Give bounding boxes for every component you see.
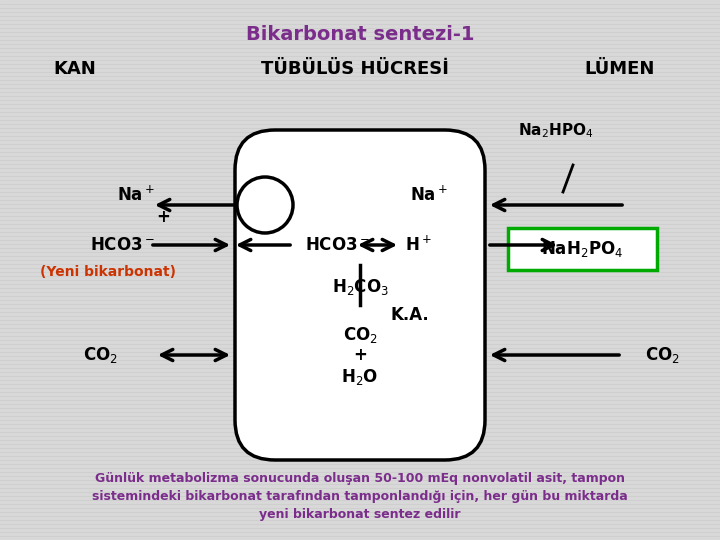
- Text: Na$^+$: Na$^+$: [410, 185, 448, 205]
- Text: TÜBÜLÜS HÜCRESİ: TÜBÜLÜS HÜCRESİ: [261, 60, 449, 78]
- Text: LÜMEN: LÜMEN: [585, 60, 655, 78]
- Text: Bikarbonat sentezi-1: Bikarbonat sentezi-1: [246, 25, 474, 44]
- FancyBboxPatch shape: [235, 130, 485, 460]
- Text: H$^+$: H$^+$: [405, 235, 432, 255]
- Text: HCO3$^-$: HCO3$^-$: [305, 236, 370, 254]
- Text: Na$_2$HPO$_4$: Na$_2$HPO$_4$: [518, 122, 594, 140]
- FancyBboxPatch shape: [508, 228, 657, 270]
- Text: NaH$_2$PO$_4$: NaH$_2$PO$_4$: [541, 239, 624, 259]
- Text: sistemindeki bikarbonat tarafından tamponlandığı için, her gün bu miktarda: sistemindeki bikarbonat tarafından tampo…: [92, 490, 628, 503]
- Text: H$_2$CO$_3$: H$_2$CO$_3$: [331, 277, 389, 297]
- Text: CO$_2$: CO$_2$: [343, 325, 377, 345]
- Text: +: +: [353, 346, 367, 364]
- Text: CO$_2$: CO$_2$: [83, 345, 117, 365]
- Text: Na$^+$: Na$^+$: [117, 185, 155, 205]
- Text: +: +: [156, 208, 170, 226]
- Text: KAN: KAN: [53, 60, 96, 78]
- Circle shape: [237, 177, 293, 233]
- Text: K.A.: K.A.: [390, 306, 428, 324]
- Text: (Yeni bikarbonat): (Yeni bikarbonat): [40, 265, 176, 279]
- Text: HCO3$^-$: HCO3$^-$: [90, 236, 155, 254]
- Text: CO$_2$: CO$_2$: [645, 345, 680, 365]
- Text: H$_2$O: H$_2$O: [341, 367, 379, 387]
- Text: yeni bikarbonat sentez edilir: yeni bikarbonat sentez edilir: [259, 508, 461, 521]
- Text: Günlük metabolizma sonucunda oluşan 50-100 mEq nonvolatil asit, tampon: Günlük metabolizma sonucunda oluşan 50-1…: [95, 472, 625, 485]
